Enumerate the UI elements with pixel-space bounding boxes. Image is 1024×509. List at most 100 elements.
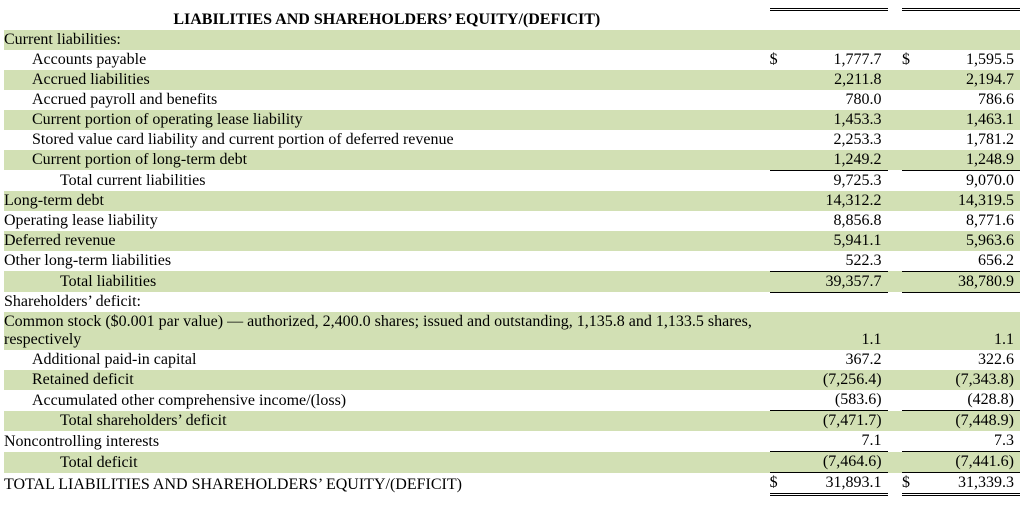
- table-row: Long-term debt14,312.214,319.5: [4, 191, 1020, 211]
- col2-value: 1,463.1: [921, 110, 1020, 130]
- row-label: Other long-term liabilities: [4, 251, 770, 272]
- currency-symbol: [902, 110, 921, 130]
- currency-symbol: [902, 411, 921, 432]
- col1-value: 1,249.2: [788, 150, 887, 171]
- col1-value: 1,453.3: [788, 110, 887, 130]
- currency-symbol: [770, 90, 789, 110]
- currency-symbol: [770, 431, 789, 452]
- col1-value: 2,211.8: [788, 70, 887, 90]
- col2-value: 1.1: [921, 312, 1020, 350]
- col1-value: 14,312.2: [788, 191, 887, 211]
- col1-value: 1,777.7: [788, 50, 887, 70]
- table-body: LIABILITIES AND SHAREHOLDERS’ EQUITY/(DE…: [4, 10, 1020, 495]
- col1-value: (7,471.7): [788, 411, 887, 432]
- col1-value: [788, 30, 887, 50]
- row-label: Current liabilities:: [4, 30, 770, 50]
- row-label: Additional paid-in capital: [4, 350, 770, 370]
- currency-symbol: [902, 312, 921, 350]
- currency-symbol: [902, 90, 921, 110]
- currency-symbol: [902, 191, 921, 211]
- row-label: Accrued liabilities: [4, 70, 770, 90]
- col1-value: 2,253.3: [788, 130, 887, 150]
- currency-symbol: [902, 70, 921, 90]
- table-row: Current portion of long-term debt 1,249.2…: [4, 150, 1020, 171]
- table-row: Noncontrolling interests 7.1 7.3: [4, 431, 1020, 452]
- col2-value: 1,595.5: [921, 50, 1020, 70]
- currency-symbol: [770, 411, 789, 432]
- currency-symbol: [902, 231, 921, 251]
- col2-value: 38,780.9: [921, 271, 1020, 292]
- col1-header-rule: [770, 10, 789, 30]
- balance-sheet-table: LIABILITIES AND SHAREHOLDERS’ EQUITY/(DE…: [4, 8, 1020, 496]
- table-row: Other long-term liabilities522.3656.2: [4, 251, 1020, 272]
- table-row: TOTAL LIABILITIES AND SHAREHOLDERS’ EQUI…: [4, 473, 1020, 495]
- section-header: LIABILITIES AND SHAREHOLDERS’ EQUITY/(DE…: [4, 10, 770, 30]
- currency-symbol: [770, 370, 789, 390]
- currency-symbol: [770, 130, 789, 150]
- row-label: Current portion of operating lease liabi…: [4, 110, 770, 130]
- currency-symbol: [770, 110, 789, 130]
- table-row: Total deficit (7,464.6) (7,441.6): [4, 452, 1020, 473]
- currency-symbol: [902, 390, 921, 411]
- row-label: Accounts payable: [4, 50, 770, 70]
- table-row: Accrued liabilities 2,211.8 2,194.7: [4, 70, 1020, 90]
- currency-symbol: [770, 292, 789, 312]
- col1-value: [788, 292, 887, 312]
- section-header-row: LIABILITIES AND SHAREHOLDERS’ EQUITY/(DE…: [4, 10, 1020, 30]
- currency-symbol: [902, 150, 921, 171]
- col2-header-rule-num: [921, 10, 1020, 30]
- col1-value: 9,725.3: [788, 170, 887, 191]
- col1-value: 780.0: [788, 90, 887, 110]
- currency-symbol: [770, 312, 789, 350]
- currency-symbol: [902, 431, 921, 452]
- col1-value: 39,357.7: [788, 271, 887, 292]
- currency-symbol: [770, 231, 789, 251]
- row-label: Noncontrolling interests: [4, 431, 770, 452]
- col2-value: 7.3: [921, 431, 1020, 452]
- col2-value: (7,441.6): [921, 452, 1020, 473]
- col2-value: (7,448.9): [921, 411, 1020, 432]
- row-label: Operating lease liability: [4, 211, 770, 231]
- currency-symbol: [902, 30, 921, 50]
- col1-value: 31,893.1: [788, 473, 887, 495]
- currency-symbol: [770, 452, 789, 473]
- table-row: Current portion of operating lease liabi…: [4, 110, 1020, 130]
- col1-value: (583.6): [788, 390, 887, 411]
- currency-symbol: [902, 350, 921, 370]
- col2-value: 9,070.0: [921, 170, 1020, 191]
- col2-value: 8,771.6: [921, 211, 1020, 231]
- table-row: Accumulated other comprehensive income/(…: [4, 390, 1020, 411]
- col2-header-rule: [902, 10, 921, 30]
- currency-symbol: [902, 170, 921, 191]
- col1-value: (7,256.4): [788, 370, 887, 390]
- row-label: Accumulated other comprehensive income/(…: [4, 390, 770, 411]
- table-row: Operating lease liability8,856.88,771.6: [4, 211, 1020, 231]
- col1-value: 7.1: [788, 431, 887, 452]
- currency-symbol: [770, 251, 789, 272]
- col2-value: (428.8): [921, 390, 1020, 411]
- row-label: Shareholders’ deficit:: [4, 292, 770, 312]
- col2-value: 656.2: [921, 251, 1020, 272]
- table-row: Total current liabilities9,725.39,070.0: [4, 170, 1020, 191]
- currency-symbol: [902, 251, 921, 272]
- currency-symbol: [902, 452, 921, 473]
- row-label: Current portion of long-term debt: [4, 150, 770, 171]
- col1-header-rule-num: [788, 10, 887, 30]
- table-row: Accounts payable$1,777.7$1,595.5: [4, 50, 1020, 70]
- col2-value: 2,194.7: [921, 70, 1020, 90]
- row-label: Accrued payroll and benefits: [4, 90, 770, 110]
- currency-symbol: [902, 271, 921, 292]
- currency-symbol: [770, 70, 789, 90]
- currency-symbol: [902, 292, 921, 312]
- table-row: Current liabilities:: [4, 30, 1020, 50]
- currency-symbol: [770, 271, 789, 292]
- currency-symbol: [770, 170, 789, 191]
- currency-symbol: [902, 370, 921, 390]
- col1-value: 1.1: [788, 312, 887, 350]
- col1-value: (7,464.6): [788, 452, 887, 473]
- row-label: Total shareholders’ deficit: [4, 411, 770, 432]
- col2-value: 5,963.6: [921, 231, 1020, 251]
- table-row: Deferred revenue5,941.15,963.6: [4, 231, 1020, 251]
- currency-symbol: [770, 211, 789, 231]
- row-label: Total deficit: [4, 452, 770, 473]
